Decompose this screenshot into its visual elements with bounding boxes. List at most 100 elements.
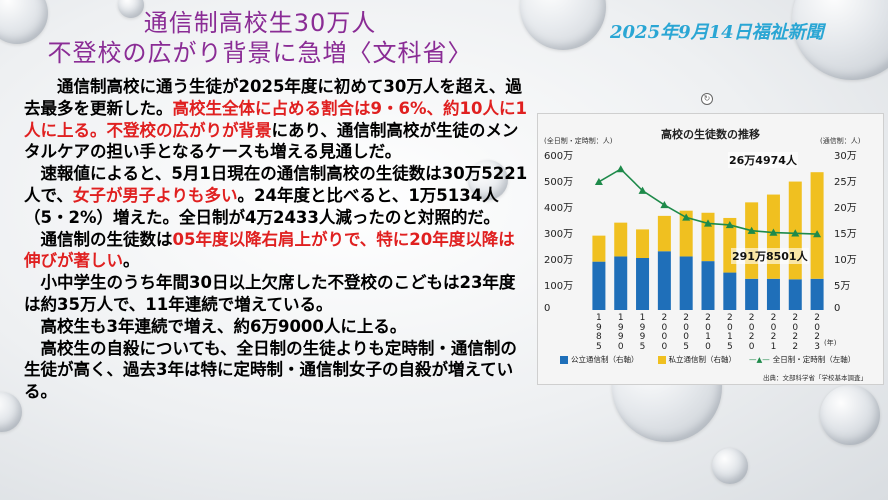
bar-private-1990 bbox=[614, 222, 628, 257]
right-axis-tick: 30万 bbox=[834, 151, 857, 162]
bar-private-1985 bbox=[592, 235, 606, 262]
decorative-bubble bbox=[712, 448, 748, 484]
page-title: 通信制高校生30万人 不登校の広がり背景に急増〈文科省〉 bbox=[0, 8, 520, 68]
bar-public-2021 bbox=[766, 278, 780, 310]
x-axis-unit: (年) bbox=[824, 339, 837, 347]
legend-private: 私立通信制（右軸） bbox=[668, 355, 737, 364]
decorative-bubble bbox=[468, 160, 508, 200]
point-zennichi-2015 bbox=[725, 220, 734, 229]
x-tick-label: 2 0 2 2 bbox=[792, 313, 799, 352]
x-tick-label: 2 0 2 0 bbox=[748, 313, 755, 352]
article-paragraph-1: 通信制高校に通う生徒が2025年度に初めて30万人を超え、過去最多を更新した。高… bbox=[24, 76, 528, 163]
x-tick-label: 2 0 2 1 bbox=[770, 313, 777, 352]
bar-public-2010 bbox=[701, 261, 715, 310]
chart-source: 出典：文部科学省「学校基本調査」 bbox=[763, 374, 867, 382]
bar-private-2010 bbox=[701, 212, 715, 262]
point-zennichi-2023 bbox=[813, 230, 822, 238]
legend-swatch-private bbox=[657, 355, 666, 364]
bar-private-2000 bbox=[657, 215, 671, 252]
point-zennichi-1990 bbox=[616, 165, 625, 173]
article-paragraph-4: 小中学生のうち年間30日以上欠席した不登校のこどもは23年度は約35万人で、11… bbox=[24, 272, 528, 316]
article-body: 通信制高校に通う生徒が2025年度に初めて30万人を超え、過去最多を更新した。高… bbox=[24, 76, 528, 403]
article-paragraph-5: 高校生も3年連続で増え、約6万9000人に上る。 bbox=[24, 316, 528, 338]
right-axis-tick: 5万 bbox=[834, 281, 851, 292]
bar-public-2023 bbox=[810, 278, 824, 310]
article-text: 通信制高校に通う生徒が2025年度に初めて30万人を超え、過去最多を更新した。 bbox=[24, 77, 522, 118]
left-axis-tick: 500万 bbox=[544, 177, 574, 188]
article-text: 速報値によると、5月1日現在の通信制高校の生徒数は30万5221人で、 bbox=[24, 164, 528, 205]
left-axis-tick: 0 bbox=[544, 303, 551, 314]
legend-triangle-icon: —▲— bbox=[749, 355, 770, 364]
right-axis-tick: 25万 bbox=[834, 177, 857, 188]
article-text: にあり、通信制高校が生徒のメンタルケアの担い手となるケースも増える見通しだ。 bbox=[24, 120, 519, 162]
bar-private-2005 bbox=[679, 210, 693, 257]
bar-private-2021 bbox=[766, 194, 780, 279]
x-tick-label: 2 0 0 5 bbox=[683, 313, 690, 352]
bar-public-2000 bbox=[657, 251, 671, 310]
point-zennichi-2022 bbox=[791, 229, 800, 237]
point-zennichi-2005 bbox=[682, 213, 691, 221]
left-axis-tick: 300万 bbox=[544, 229, 574, 240]
bar-private-2023 bbox=[810, 172, 824, 279]
point-zennichi-2010 bbox=[704, 219, 712, 227]
bar-public-1990 bbox=[614, 256, 628, 310]
article-paragraph-3: 通信制の生徒数は05年度以降右肩上がりで、特に20年度以降は伸びが著しい。 bbox=[24, 229, 528, 273]
article-highlight: 高校生全体に占める割合は9・6%、約10人に1人に上る。不登校の広がりが背景 bbox=[24, 98, 527, 140]
decorative-bubble bbox=[520, 0, 606, 50]
bar-private-2020 bbox=[745, 202, 759, 279]
bar-public-2022 bbox=[788, 279, 802, 310]
annotation-zennichi-2023: 291万8501人 bbox=[731, 248, 809, 264]
legend: 公立通信制（右軸） 私立通信制（右軸） —▲— 全日制・定時制（左軸） bbox=[560, 354, 855, 365]
legend-public: 公立通信制（右軸） bbox=[571, 355, 639, 364]
article-text: 。 bbox=[123, 251, 140, 271]
article-paragraph-2: 速報値によると、5月1日現在の通信制高校の生徒数は30万5221人で、女子が男子… bbox=[24, 163, 528, 228]
right-axis-tick: 20万 bbox=[834, 203, 857, 214]
bar-public-2020 bbox=[745, 278, 759, 310]
article-highlight: 05年度以降右肩上がりで、特に20年度以降は伸びが著しい bbox=[24, 229, 515, 271]
decorative-bubble bbox=[820, 385, 880, 445]
article-text: 高校生も3年連続で増え、約6万9000人に上る。 bbox=[40, 316, 407, 336]
x-tick-label: 2 0 1 5 bbox=[726, 313, 733, 352]
point-zennichi-2000 bbox=[660, 200, 669, 209]
left-axis-tick: 400万 bbox=[544, 203, 574, 214]
legend-swatch-public bbox=[560, 355, 568, 364]
x-tick-label: 1 9 9 0 bbox=[617, 313, 624, 352]
bar-public-2005 bbox=[679, 256, 693, 310]
right-axis-tick: 15万 bbox=[834, 229, 857, 240]
article-text: 。24年度と比べると、1万5134人（5・2%）増えた。全日制が4万2433人減… bbox=[24, 185, 500, 227]
chart-title: 高校の生徒数の推移 bbox=[661, 128, 760, 141]
left-axis-tick: 100万 bbox=[544, 281, 574, 292]
left-axis-note: (全日制・定時制：人) bbox=[544, 137, 613, 145]
point-zennichi-2020 bbox=[747, 226, 756, 234]
annotation-tsushin-2023: 26万4974人 bbox=[728, 152, 798, 168]
title-line-2: 不登校の広がり背景に急増〈文科省〉 bbox=[47, 39, 473, 67]
right-axis-tick: 10万 bbox=[834, 255, 857, 266]
point-zennichi-1995 bbox=[638, 186, 647, 194]
point-zennichi-2021 bbox=[769, 228, 778, 236]
point-zennichi-1985 bbox=[594, 177, 603, 186]
bar-public-1995 bbox=[636, 258, 650, 310]
x-tick-label: 2 0 1 0 bbox=[705, 313, 711, 352]
article-highlight: 女子が男子よりも多い bbox=[72, 185, 238, 205]
rotate-handle-icon[interactable]: ↻ bbox=[701, 93, 713, 105]
x-tick-label: 1 9 9 5 bbox=[639, 313, 646, 352]
bar-public-1985 bbox=[592, 261, 606, 310]
bar-public-2015 bbox=[723, 272, 737, 310]
decorative-bubble bbox=[118, 0, 144, 18]
article-text: 小中学生のうち年間30日以上欠席した不登校のこどもは23年度は約35万人で、11… bbox=[24, 273, 516, 314]
student-trend-chart: 高校の生徒数の推移 (全日制・定時制：人) (通信制：人) 26万4974人 2… bbox=[537, 113, 884, 385]
legend-zennichi: 全日制・定時制（左軸） bbox=[772, 355, 856, 364]
dateline: 2025年9月14日福祉新聞 bbox=[610, 22, 824, 43]
x-tick-label: 1 9 8 5 bbox=[596, 313, 602, 352]
article-text: 通信制の生徒数は bbox=[40, 229, 173, 249]
x-tick-label: 2 0 0 0 bbox=[661, 313, 668, 352]
left-axis-tick: 600万 bbox=[544, 151, 574, 162]
decorative-bubble bbox=[0, 392, 22, 432]
left-axis-tick: 200万 bbox=[544, 255, 574, 266]
bar-private-1995 bbox=[636, 229, 650, 258]
right-axis-note: (通信制：人) bbox=[820, 137, 861, 145]
article-text: 高校生の自殺についても、全日制の生徒よりも定時制・通信制の生徒が高く、過去3年は… bbox=[24, 338, 517, 402]
x-tick-label: 2 0 2 3 bbox=[814, 313, 820, 352]
chart-plot bbox=[592, 165, 824, 310]
right-axis-tick: 0 bbox=[834, 303, 841, 314]
